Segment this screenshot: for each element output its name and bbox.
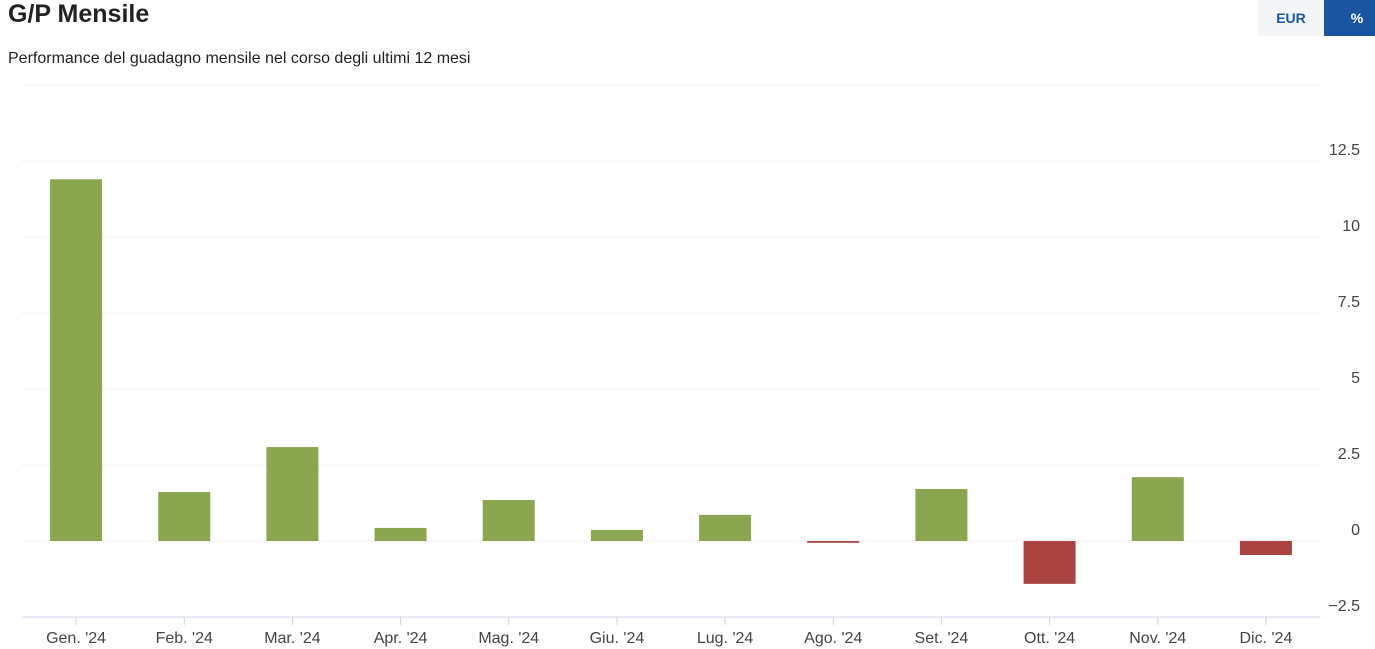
bar [807, 541, 860, 543]
x-tick-label: Mag. '24 [478, 630, 539, 647]
bar [158, 492, 211, 541]
bar [915, 489, 968, 541]
y-tick-label: 12.5 [1329, 142, 1360, 159]
toggle-button[interactable]: % [1324, 0, 1375, 36]
x-tick-label: Gen. '24 [46, 630, 106, 647]
x-tick-label: Lug. '24 [697, 630, 754, 647]
y-tick-label: 2.5 [1338, 446, 1360, 463]
x-tick-label: Mar. '24 [264, 630, 321, 647]
y-tick-label: 7.5 [1338, 294, 1360, 311]
bar [699, 514, 752, 541]
y-tick-label: −2.5 [1328, 598, 1360, 615]
bar [1131, 477, 1184, 541]
bar [50, 179, 103, 542]
x-tick-label: Set. '24 [915, 630, 969, 647]
toggle-button[interactable]: EUR [1258, 0, 1324, 36]
x-tick-label: Ott. '24 [1024, 630, 1075, 647]
title: G/P Mensile [8, 0, 150, 28]
bar [266, 447, 319, 541]
subtitle: Performance del guadagno mensile nel cor… [8, 50, 471, 67]
x-tick-label: Dic. '24 [1239, 630, 1292, 647]
bar [374, 527, 427, 541]
bar [1023, 541, 1076, 584]
x-tick-label: Nov. '24 [1129, 630, 1186, 647]
bar [590, 530, 643, 541]
x-tick-label: Apr. '24 [374, 630, 428, 647]
bar [482, 499, 535, 541]
y-tick-label: 5 [1351, 370, 1360, 387]
bar [1239, 541, 1292, 555]
x-tick-label: Giu. '24 [590, 630, 645, 647]
y-tick-label: 0 [1351, 522, 1360, 539]
y-tick-label: 10 [1342, 218, 1360, 235]
x-tick-label: Feb. '24 [156, 630, 213, 647]
x-tick-label: Ago. '24 [804, 630, 862, 647]
unit-toggle: EUR% [1258, 0, 1375, 36]
